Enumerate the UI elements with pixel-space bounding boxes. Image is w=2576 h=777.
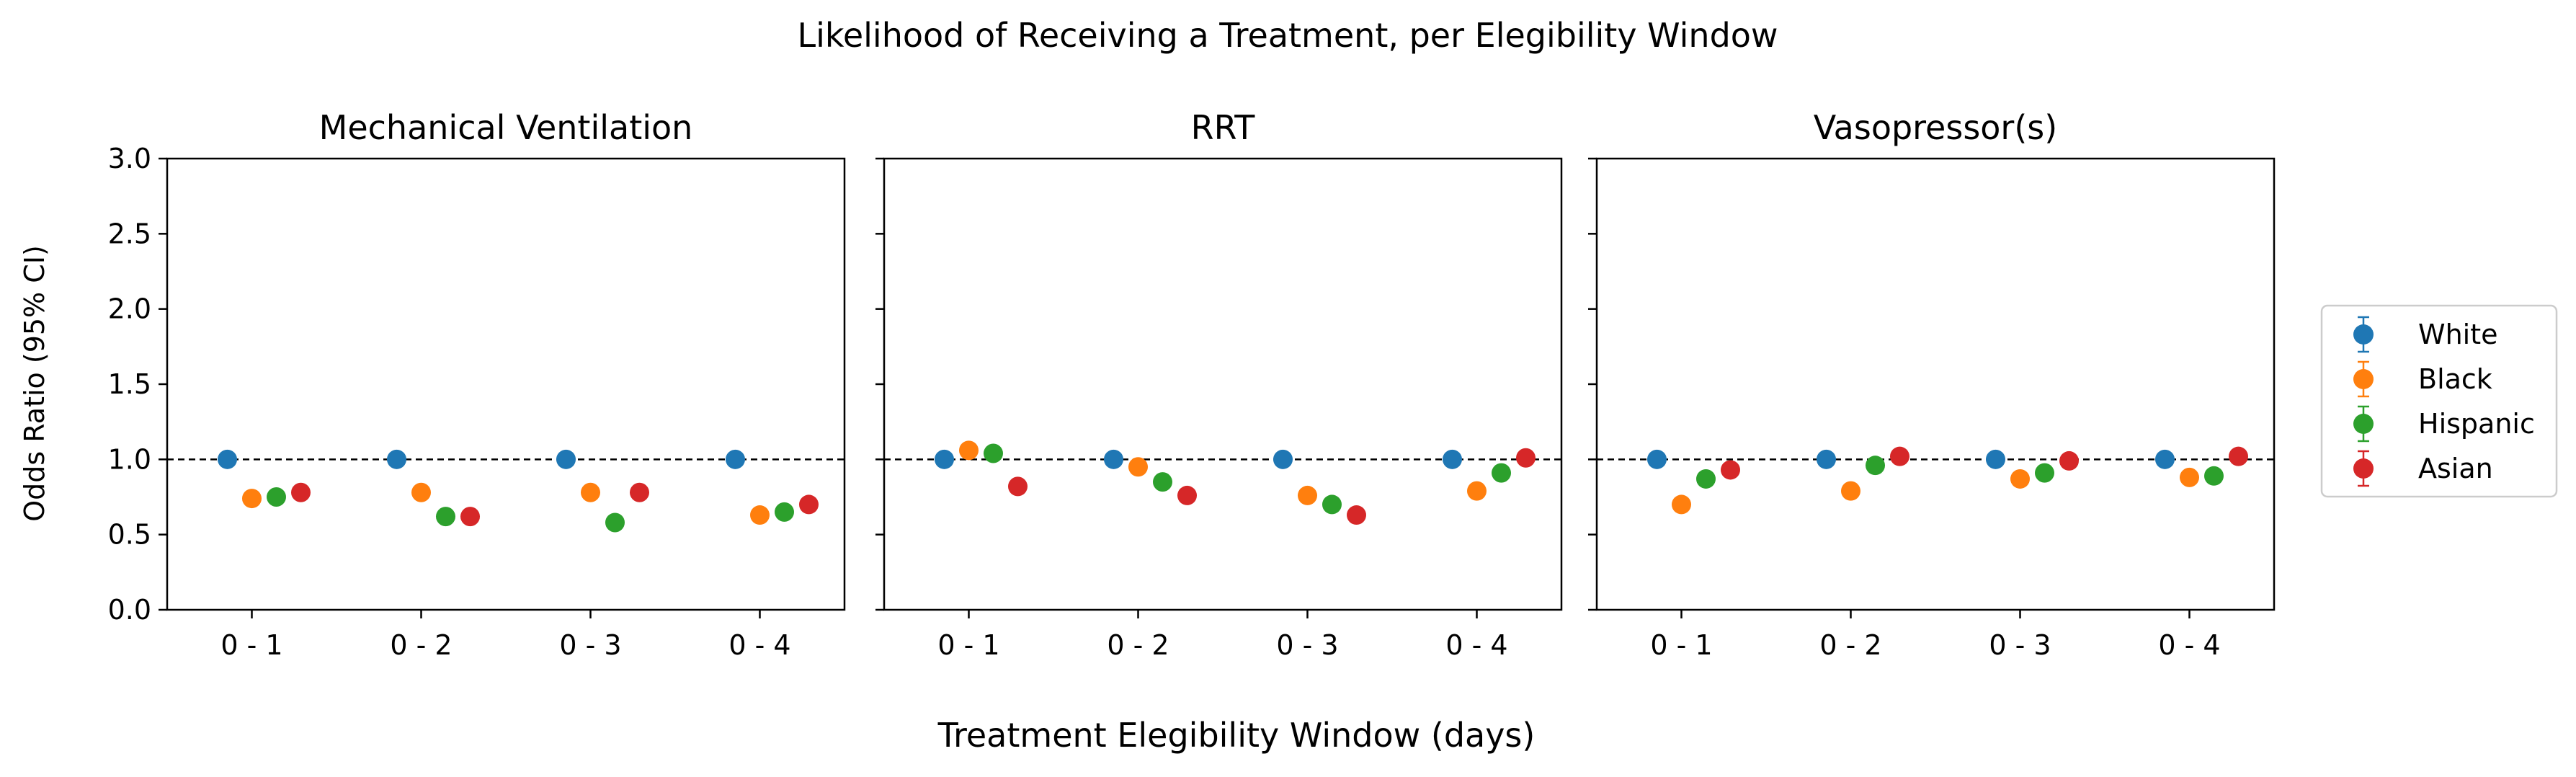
legend-item-hispanic: Hispanic <box>2353 405 2535 443</box>
point-asian-1 <box>1721 460 1740 480</box>
point-white-1 <box>1647 449 1667 469</box>
point-hispanic-2 <box>1866 456 1885 476</box>
point-white-2 <box>1817 449 1836 469</box>
x-axis-label: Treatment Elegibility Window (days) <box>937 716 1536 755</box>
y-tick-label: 2.5 <box>108 218 151 249</box>
panel-title: Vasopressor(s) <box>1814 108 2057 147</box>
point-white-3 <box>1273 449 1293 469</box>
point-white-2 <box>387 449 406 469</box>
y-axis-label: Odds Ratio (95% CI) <box>19 245 50 522</box>
point-black-3 <box>581 482 600 502</box>
point-black-4 <box>750 505 770 525</box>
x-tick-label: 0 - 2 <box>1107 629 1169 661</box>
point-black-1 <box>959 440 979 461</box>
legend-label: Hispanic <box>2418 408 2535 440</box>
panel-vasopressor-s: Vasopressor(s) 0 - 1 0 - 2 0 - 3 0 - 4 <box>1588 108 2276 661</box>
point-hispanic-2 <box>1153 472 1172 492</box>
point-black-3 <box>1298 485 1317 505</box>
point-hispanic-1 <box>1696 469 1716 489</box>
point-hispanic-1 <box>267 487 286 507</box>
axes-frame <box>166 157 846 611</box>
panel-title: RRT <box>1191 108 1256 147</box>
legend-marker-icon <box>2353 324 2374 345</box>
point-asian-3 <box>2059 450 2079 471</box>
point-hispanic-2 <box>436 507 455 527</box>
legend-marker-icon <box>2353 458 2374 479</box>
point-asian-3 <box>630 482 649 502</box>
point-hispanic-4 <box>775 502 794 522</box>
x-tick-label: 0 - 1 <box>937 629 999 661</box>
x-tick-label: 0 - 2 <box>1819 629 1881 661</box>
point-hispanic-3 <box>2035 463 2054 483</box>
point-asian-4 <box>2229 446 2248 466</box>
point-asian-2 <box>1890 446 1909 466</box>
point-asian-2 <box>1177 485 1197 505</box>
point-hispanic-3 <box>1322 494 1342 515</box>
point-white-3 <box>1986 449 2005 469</box>
point-white-3 <box>556 449 576 469</box>
point-hispanic-3 <box>605 512 625 533</box>
point-black-2 <box>1841 481 1860 501</box>
legend: White Black Hispanic Asian <box>2320 304 2558 498</box>
point-white-2 <box>1104 449 1123 469</box>
legend-label: White <box>2418 319 2498 350</box>
point-white-4 <box>1443 449 1462 469</box>
x-tick-label: 0 - 1 <box>1650 629 1712 661</box>
y-tick-label: 0.5 <box>108 519 151 551</box>
point-hispanic-4 <box>2204 466 2224 486</box>
legend-label: Asian <box>2418 453 2493 484</box>
x-tick-label: 0 - 3 <box>1989 629 2051 661</box>
x-tick-label: 0 - 4 <box>728 629 790 661</box>
legend-item-black: Black <box>2353 360 2492 398</box>
point-black-2 <box>1128 457 1148 477</box>
panel-rrt: RRT 0 - 1 0 - 2 0 - 3 0 - 4 <box>875 108 1563 661</box>
figure-title: Likelihood of Receiving a Treatment, per… <box>797 16 1778 55</box>
point-white-4 <box>726 449 745 469</box>
point-asian-1 <box>291 482 311 502</box>
point-asian-1 <box>1008 476 1028 497</box>
point-black-2 <box>411 482 431 502</box>
y-tick-label: 2.0 <box>108 293 151 325</box>
y-tick-label: 1.5 <box>108 368 151 400</box>
x-tick-label: 0 - 1 <box>220 629 282 661</box>
x-tick-label: 0 - 3 <box>1276 629 1338 661</box>
point-hispanic-1 <box>984 443 1003 463</box>
point-asian-4 <box>1516 448 1536 468</box>
legend-item-asian: Asian <box>2353 450 2493 487</box>
panels: Mechanical Ventilation 0.0 0.5 1.0 1.5 2.0 2.5… <box>108 108 2276 661</box>
x-tick-label: 0 - 4 <box>2158 629 2220 661</box>
point-asian-3 <box>1347 505 1366 525</box>
y-tick-label: 1.0 <box>108 443 151 475</box>
x-tick-label: 0 - 3 <box>559 629 621 661</box>
point-black-4 <box>1467 481 1487 501</box>
point-black-3 <box>2010 469 2030 489</box>
legend-marker-icon <box>2353 369 2374 389</box>
legend-item-white: White <box>2353 316 2498 353</box>
x-tick-label: 0 - 4 <box>1445 629 1507 661</box>
point-hispanic-4 <box>1492 463 1511 483</box>
legend-frame <box>2320 304 2558 498</box>
legend-label: Black <box>2418 363 2492 395</box>
point-black-1 <box>242 489 262 509</box>
y-tick-label: 3.0 <box>108 143 151 174</box>
axes-frame <box>1595 157 2276 611</box>
y-tick-label: 0.0 <box>108 594 151 626</box>
point-black-4 <box>2180 467 2199 487</box>
axes-frame <box>883 157 1563 611</box>
panel-mechanical-ventilation: Mechanical Ventilation 0.0 0.5 1.0 1.5 2.0 2.5… <box>108 108 846 661</box>
x-tick-label: 0 - 2 <box>390 629 452 661</box>
point-black-1 <box>1672 494 1691 515</box>
panel-title: Mechanical Ventilation <box>319 108 693 147</box>
point-white-1 <box>218 449 237 469</box>
point-white-4 <box>2155 449 2175 469</box>
point-asian-4 <box>799 494 819 515</box>
point-asian-2 <box>460 507 480 527</box>
point-white-1 <box>935 449 954 469</box>
legend-marker-icon <box>2353 414 2374 434</box>
